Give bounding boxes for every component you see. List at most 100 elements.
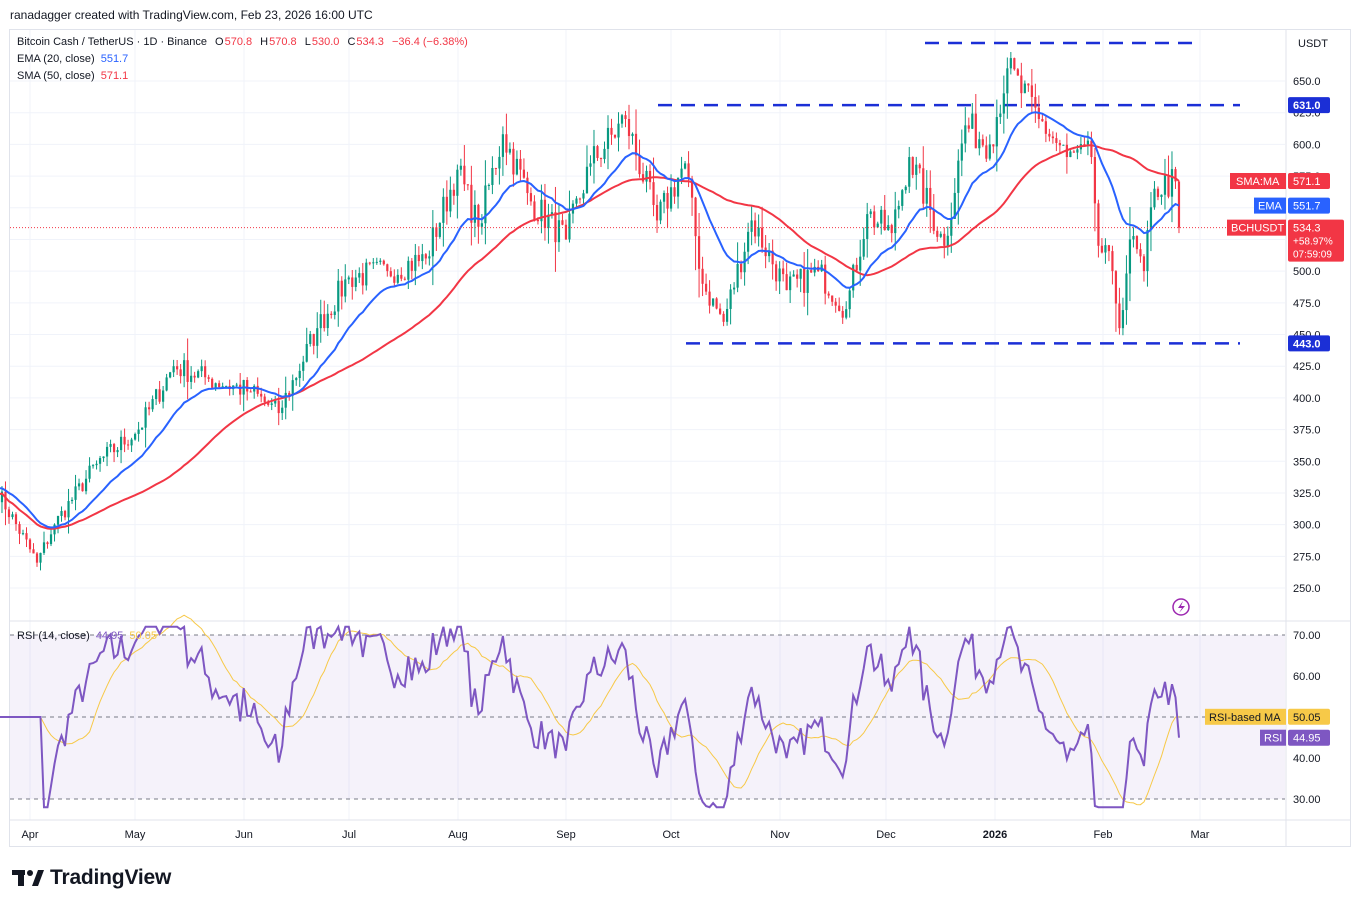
- candle-body: [960, 143, 963, 161]
- time-tick-label: Nov: [770, 829, 790, 841]
- candle-body: [1118, 303, 1121, 329]
- candle-body: [533, 201, 536, 220]
- candle-body: [540, 199, 543, 222]
- price-value-text: 534.3: [1293, 223, 1321, 235]
- candle-body: [133, 433, 137, 440]
- candle-body: [4, 491, 7, 510]
- candle-body: [365, 262, 368, 286]
- candle-body: [354, 277, 357, 287]
- candle-body: [673, 187, 676, 197]
- candle-body: [1114, 271, 1118, 304]
- candle-body: [554, 212, 557, 243]
- candle-body: [63, 511, 67, 518]
- candle-body: [1128, 239, 1132, 274]
- candle-body: [536, 219, 540, 222]
- candle-body: [1156, 188, 1160, 197]
- level-tag: [1288, 335, 1330, 352]
- candle-body: [225, 385, 228, 387]
- candle-body: [484, 185, 487, 224]
- ema-value-text: 551.7: [1293, 201, 1321, 213]
- candle-body: [1104, 245, 1107, 253]
- currency-label[interactable]: USDT: [1298, 38, 1328, 50]
- symbol-legend[interactable]: Bitcoin Cash / TetherUS · 1D · Binance O…: [17, 36, 468, 48]
- candle-body: [337, 280, 340, 312]
- candle-body: [140, 427, 144, 430]
- sma-name: SMA (50, close): [17, 70, 95, 82]
- candle-body: [200, 366, 203, 372]
- candle-body: [1086, 140, 1090, 146]
- candle-body: [529, 193, 533, 202]
- candle-body: [967, 125, 970, 129]
- sma-legend[interactable]: SMA (50, close) 571.1: [17, 70, 128, 82]
- candle-body: [1023, 83, 1026, 94]
- candle-body: [312, 334, 315, 346]
- candle-body: [214, 383, 217, 388]
- brand-logo[interactable]: TradingView: [12, 866, 171, 890]
- candle-body: [459, 165, 462, 170]
- candle-body: [585, 166, 589, 194]
- candle-body: [1002, 93, 1005, 114]
- candle-body: [1083, 144, 1086, 146]
- candle-body: [112, 444, 116, 453]
- rsi-tick-label: 40.00: [1293, 753, 1321, 765]
- candle-body: [974, 113, 977, 149]
- change-value: −36.4 (−6.38%): [391, 36, 468, 48]
- candle-body: [302, 361, 305, 371]
- candle-body: [379, 260, 382, 262]
- time-tick-label: Dec: [876, 829, 896, 841]
- candle-body: [165, 377, 168, 391]
- candle-body: [172, 366, 175, 373]
- candle-body: [221, 386, 224, 388]
- candle-body: [501, 134, 505, 157]
- candle-body: [704, 283, 708, 292]
- candle-body: [813, 266, 816, 273]
- candle-body: [964, 125, 967, 144]
- candle-body: [358, 273, 361, 278]
- candle-body: [810, 270, 813, 273]
- candle-body: [922, 168, 925, 204]
- candle-body: [91, 465, 95, 467]
- candle-body: [519, 158, 522, 170]
- level-tag-label: 631.0: [1293, 100, 1321, 112]
- price-tick-label: 500.0: [1293, 266, 1321, 278]
- candle-body: [389, 271, 392, 277]
- candle-body: [144, 407, 147, 428]
- rsi-legend[interactable]: RSI (14, close) 44.95 50.05: [17, 630, 157, 642]
- candle-body: [908, 157, 911, 187]
- candle-body: [666, 193, 669, 209]
- candle-body: [782, 268, 785, 275]
- time-tick-label: 2026: [983, 829, 1007, 841]
- candle-body: [60, 511, 63, 516]
- ema-legend[interactable]: EMA (20, close) 551.7: [17, 53, 128, 65]
- candle-body: [1107, 245, 1111, 252]
- candle-body: [193, 375, 196, 378]
- candle-body: [729, 289, 732, 309]
- candle-body: [750, 220, 753, 232]
- candle-body: [284, 392, 287, 408]
- candle-body: [1090, 140, 1093, 158]
- candle-body: [803, 268, 806, 293]
- candle-body: [806, 270, 809, 293]
- candle-body: [1149, 207, 1153, 231]
- rsi-tick-label: 70.00: [1293, 630, 1321, 642]
- candle-body: [67, 501, 70, 518]
- candle-body: [648, 170, 652, 183]
- candle-body: [393, 276, 396, 283]
- rsi-tag: [1260, 729, 1286, 746]
- candle-body: [204, 366, 207, 378]
- price-tick-label: 425.0: [1293, 361, 1321, 373]
- candle-body: [162, 390, 165, 402]
- candle-body: [785, 274, 788, 291]
- candle-body: [754, 220, 757, 237]
- candle-body: [901, 190, 904, 206]
- candle-body: [676, 177, 680, 197]
- flash-event-icon[interactable]: [1172, 598, 1190, 616]
- candle-body: [669, 187, 673, 209]
- sma-value-tag: [1288, 173, 1330, 190]
- candle-body: [662, 193, 666, 202]
- countdown-text: 07:59:09: [1293, 250, 1332, 261]
- candle-body: [281, 407, 284, 414]
- candle-body: [218, 383, 221, 388]
- candle-body: [824, 264, 827, 294]
